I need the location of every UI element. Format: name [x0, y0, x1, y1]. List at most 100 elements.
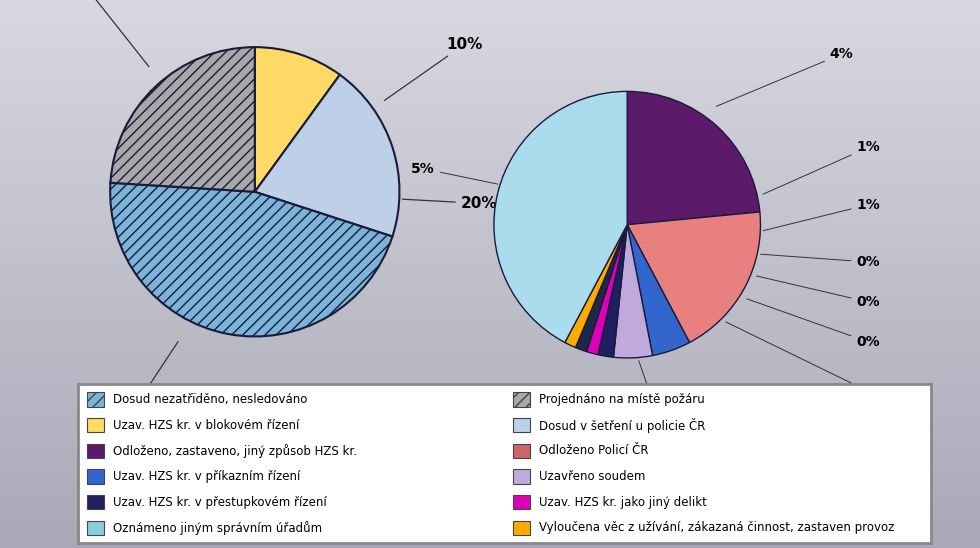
Bar	[0, 25, 980, 27]
Bar	[0, 159, 980, 162]
Bar	[0, 206, 980, 208]
Bar	[0, 436, 980, 438]
Bar	[0, 411, 980, 414]
Bar	[0, 88, 980, 90]
Bar	[0, 493, 980, 496]
Bar	[0, 258, 980, 260]
Bar	[0, 216, 980, 219]
Bar	[0, 499, 980, 501]
Bar	[0, 471, 980, 474]
Bar	[0, 540, 980, 543]
Bar	[0, 68, 980, 71]
Bar	[0, 252, 980, 255]
Bar	[0, 323, 980, 326]
Bar	[0, 44, 980, 47]
Bar	[0, 392, 980, 395]
Bar	[0, 55, 980, 58]
Bar	[0, 66, 980, 68]
Bar	[0, 244, 980, 247]
FancyBboxPatch shape	[514, 392, 530, 407]
Bar	[0, 279, 980, 282]
Bar	[0, 474, 980, 477]
Bar	[0, 167, 980, 170]
Bar	[0, 129, 980, 132]
Bar	[0, 452, 980, 455]
Bar	[0, 211, 980, 214]
Bar	[0, 123, 980, 126]
Bar	[0, 490, 980, 493]
Bar	[0, 334, 980, 337]
Bar	[0, 214, 980, 216]
Bar	[0, 134, 980, 137]
Text: Uzav. HZS kr. v příkazním řízení: Uzav. HZS kr. v příkazním řízení	[113, 470, 300, 483]
Bar	[0, 0, 980, 3]
Bar	[0, 203, 980, 206]
Bar	[0, 301, 980, 304]
Bar	[0, 370, 980, 373]
Bar	[0, 373, 980, 375]
Bar	[0, 285, 980, 288]
Bar	[0, 345, 980, 348]
Bar	[0, 375, 980, 378]
Bar	[0, 455, 980, 458]
Bar	[0, 408, 980, 411]
Bar	[0, 110, 980, 112]
Bar	[0, 93, 980, 96]
Bar	[0, 356, 980, 359]
Bar	[0, 71, 980, 74]
Bar	[0, 225, 980, 227]
Bar	[0, 348, 980, 351]
Text: Dosud nezatřïděno, nesledováno: Dosud nezatřïděno, nesledováno	[113, 393, 307, 406]
Bar	[0, 384, 980, 386]
Wedge shape	[613, 225, 653, 358]
Bar	[0, 222, 980, 225]
Bar	[0, 170, 980, 173]
Bar	[0, 378, 980, 381]
Bar	[0, 463, 980, 466]
Bar	[0, 14, 980, 16]
FancyBboxPatch shape	[514, 443, 530, 458]
Text: 0%: 0%	[747, 299, 880, 349]
Bar	[0, 77, 980, 79]
Bar	[0, 5, 980, 8]
Bar	[0, 507, 980, 510]
Bar	[0, 47, 980, 49]
Bar	[0, 529, 980, 532]
Wedge shape	[564, 225, 627, 347]
Bar	[0, 241, 980, 244]
Bar	[0, 395, 980, 397]
Bar	[0, 30, 980, 33]
Bar	[0, 99, 980, 101]
FancyBboxPatch shape	[514, 418, 530, 432]
Bar	[0, 444, 980, 447]
Bar	[0, 532, 980, 534]
Bar	[0, 534, 980, 537]
Bar	[0, 271, 980, 274]
FancyBboxPatch shape	[87, 392, 104, 407]
Text: Uzavřeno soudem: Uzavřeno soudem	[539, 470, 645, 483]
Text: 1%: 1%	[763, 198, 880, 231]
Bar	[0, 60, 980, 63]
Bar	[0, 515, 980, 518]
Bar	[0, 496, 980, 499]
Bar	[0, 523, 980, 526]
Bar	[0, 107, 980, 110]
Bar	[0, 49, 980, 52]
Wedge shape	[494, 92, 627, 342]
Bar	[0, 195, 980, 197]
Bar	[0, 288, 980, 290]
Bar	[0, 296, 980, 299]
Bar	[0, 162, 980, 164]
Bar	[0, 151, 980, 153]
Bar	[0, 255, 980, 258]
Bar	[0, 269, 980, 271]
Bar	[0, 441, 980, 444]
Bar	[0, 16, 980, 19]
Bar	[0, 312, 980, 315]
Bar	[0, 290, 980, 293]
Bar	[0, 351, 980, 353]
Wedge shape	[587, 225, 627, 355]
Bar	[0, 82, 980, 85]
Text: Odloženo Policí ČR: Odloženo Policí ČR	[539, 444, 649, 457]
Bar	[0, 430, 980, 433]
